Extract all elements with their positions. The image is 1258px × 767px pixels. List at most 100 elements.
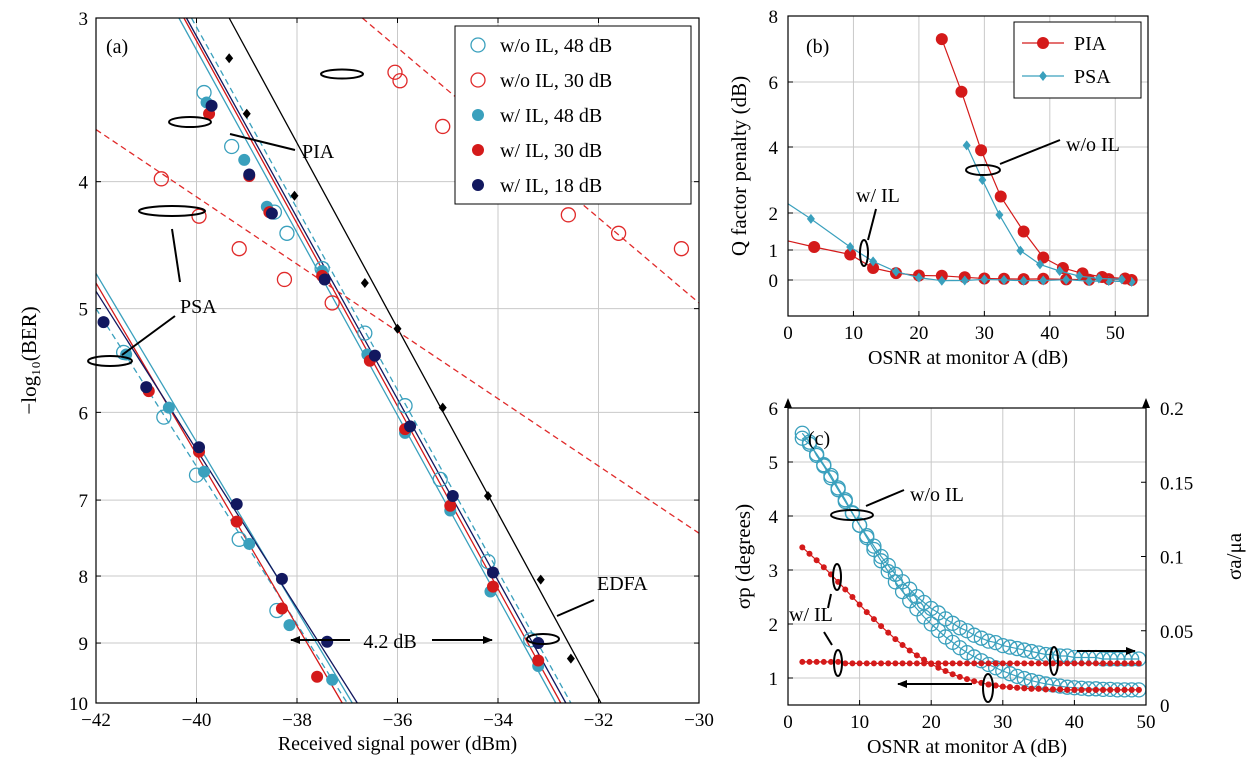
x-tick-label: 20 xyxy=(922,712,941,733)
x-tick-label: 50 xyxy=(1106,323,1125,344)
data-point xyxy=(955,85,968,98)
panel-a: −42 −40 −38 −36 −34 −32 −30 3 4 5 6 7 8 9 10 (a) Receive… xyxy=(17,9,714,755)
series-line xyxy=(941,38,1126,280)
series-group-ellipse xyxy=(982,673,994,703)
data-point xyxy=(985,681,992,688)
y-axis-label-a: −log₁₀(BER) xyxy=(17,306,41,414)
data-point xyxy=(198,465,211,478)
y-tick-label: 2 xyxy=(769,204,779,225)
data-point xyxy=(1107,660,1114,667)
data-point xyxy=(813,658,820,665)
data-point xyxy=(1078,660,1085,667)
data-point xyxy=(1128,686,1135,693)
data-point xyxy=(994,190,1007,203)
data-point xyxy=(1092,686,1099,693)
data-point xyxy=(321,635,334,648)
y-tick-label-right: 0.1 xyxy=(1160,548,1184,569)
data-point xyxy=(878,660,885,667)
data-point xyxy=(942,660,949,667)
fit-line xyxy=(95,282,343,704)
data-point xyxy=(913,660,920,667)
data-point xyxy=(1021,685,1028,692)
y-tick-label-left: 6 xyxy=(769,399,779,420)
fit-line xyxy=(190,17,572,704)
data-point xyxy=(242,108,251,119)
data-point xyxy=(806,658,813,665)
data-point xyxy=(1049,660,1056,667)
data-point xyxy=(964,660,970,667)
data-point xyxy=(885,660,892,667)
data-point xyxy=(275,602,288,615)
axes-frame-c xyxy=(787,407,1147,706)
data-point xyxy=(243,537,256,550)
fit-line xyxy=(95,308,348,704)
y-axis-label-right-c: σa/μa xyxy=(1222,532,1246,580)
data-point xyxy=(153,171,169,187)
data-point xyxy=(987,634,1004,651)
data-point xyxy=(956,673,963,680)
data-point xyxy=(1000,275,1008,285)
data-point xyxy=(275,572,288,585)
data-point xyxy=(97,316,110,329)
data-point xyxy=(1117,274,1126,285)
series-group-ellipse xyxy=(138,205,206,217)
data-point xyxy=(1014,684,1021,691)
data-point xyxy=(566,653,575,664)
data-point xyxy=(952,620,968,636)
y-tick-label-left: 1 xyxy=(769,669,779,690)
data-point xyxy=(532,654,545,667)
data-point xyxy=(806,213,815,224)
data-point xyxy=(673,241,690,257)
data-point xyxy=(1114,686,1121,693)
left-axis-arrow xyxy=(784,398,792,408)
legend-label: w/ IL, 18 dB xyxy=(500,175,602,197)
series-line xyxy=(801,437,1139,691)
data-point xyxy=(978,175,987,185)
series-group-ellipse xyxy=(830,509,874,521)
data-point xyxy=(483,490,492,501)
data-point xyxy=(949,660,956,667)
data-point xyxy=(964,676,970,683)
y-tick-label: 4 xyxy=(769,138,779,159)
data-point xyxy=(224,138,240,155)
series-group-ellipse xyxy=(526,633,560,645)
x-tick-label: −30 xyxy=(684,710,714,731)
data-point xyxy=(906,660,913,667)
annotation-wo-il-c: w/o IL xyxy=(910,484,964,506)
data-point xyxy=(885,629,892,636)
y-tick-label: 6 xyxy=(769,73,779,94)
data-point xyxy=(1064,660,1071,667)
y-tick-label: 8 xyxy=(769,7,779,28)
x-tick-label: 50 xyxy=(1137,712,1156,733)
data-point xyxy=(238,153,251,166)
data-point xyxy=(243,168,256,181)
series-group-ellipse xyxy=(87,355,133,367)
x-tick-label: −38 xyxy=(282,710,312,731)
data-point xyxy=(1049,686,1056,693)
data-point xyxy=(869,256,878,267)
data-point xyxy=(949,671,956,678)
legend-box xyxy=(454,25,692,205)
x-axis-label-c: OSNR at monitor A (dB) xyxy=(867,736,1067,758)
data-point xyxy=(231,241,247,257)
x-axis-label-a: Received signal power (dBm) xyxy=(278,733,517,755)
annotation-leader xyxy=(827,593,832,609)
legend-box xyxy=(1013,21,1142,99)
series-group-ellipse xyxy=(833,649,843,677)
data-point xyxy=(446,489,459,502)
legend-marker xyxy=(1037,37,1049,49)
data-point xyxy=(859,528,875,544)
annotation-edfa: EDFA xyxy=(597,573,648,595)
data-point xyxy=(397,398,413,414)
data-point xyxy=(962,140,971,151)
data-point xyxy=(985,660,992,667)
legend-label: PSA xyxy=(1074,66,1111,88)
y-tick-label: 4 xyxy=(79,173,89,194)
data-points-a xyxy=(97,53,690,686)
y-tick-label-left: 4 xyxy=(769,507,779,528)
panel-b: 0 10 20 30 40 50 0 1 2 4 6 8 (b) OSNR at monitor A (d… xyxy=(727,7,1149,369)
legend-marker xyxy=(470,37,486,53)
annotation-wo-il: w/o IL xyxy=(1066,134,1120,156)
data-point xyxy=(1009,640,1025,657)
